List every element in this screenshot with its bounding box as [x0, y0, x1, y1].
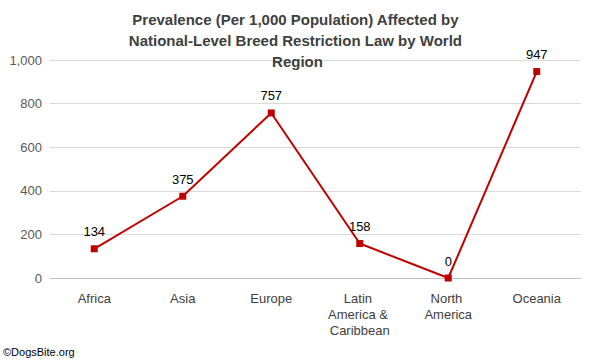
- svg-text:757: 757: [260, 88, 282, 103]
- svg-text:Caribbean: Caribbean: [330, 323, 390, 338]
- svg-text:134: 134: [83, 224, 105, 239]
- svg-text:158: 158: [349, 219, 371, 234]
- svg-text:National-Level Breed Restricti: National-Level Breed Restriction Law by …: [129, 32, 466, 49]
- svg-text:America &: America &: [328, 307, 392, 322]
- svg-text:Asia: Asia: [170, 291, 196, 306]
- svg-text:Prevalence (Per 1,000 Populati: Prevalence (Per 1,000 Population) Affect…: [132, 11, 462, 28]
- svg-text:Oceania: Oceania: [513, 291, 562, 306]
- svg-text:1,000: 1,000: [9, 53, 42, 68]
- svg-text:Region: Region: [272, 53, 323, 70]
- svg-text:North: North: [431, 291, 466, 306]
- svg-text:200: 200: [20, 227, 42, 242]
- svg-text:800: 800: [20, 96, 42, 111]
- svg-text:Europe: Europe: [250, 291, 292, 306]
- svg-text:Africa: Africa: [78, 291, 112, 306]
- svg-text:Latin: Latin: [344, 291, 376, 306]
- svg-text:947: 947: [526, 47, 548, 62]
- svg-text:©DogsBite.org: ©DogsBite.org: [3, 346, 75, 358]
- svg-text:400: 400: [20, 183, 42, 198]
- svg-text:America: America: [424, 307, 472, 322]
- svg-text:0: 0: [35, 271, 42, 286]
- svg-text:375: 375: [172, 172, 194, 187]
- svg-text:600: 600: [20, 140, 42, 155]
- svg-text:0: 0: [445, 254, 452, 269]
